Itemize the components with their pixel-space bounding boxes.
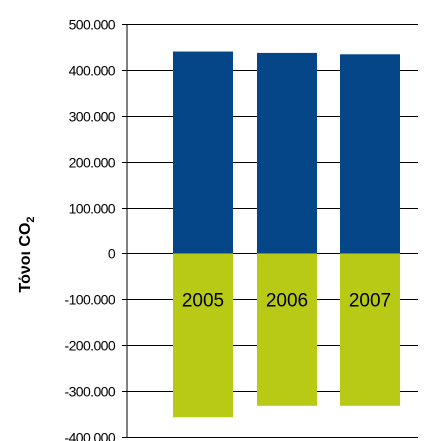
y-tick-label: 400.000 (69, 63, 116, 79)
category-label-2005: 2005 (182, 290, 224, 311)
y-tick-label: 200.000 (69, 155, 116, 171)
bar-negative-2007 (340, 253, 400, 406)
category-label-2006: 2006 (266, 290, 308, 311)
bar-positive-2007 (340, 54, 400, 254)
category-label-2007: 2007 (349, 290, 391, 311)
y-tick-label: -400.000 (65, 430, 116, 441)
y-tick-label: 300.000 (69, 109, 116, 125)
category-labels: 2005 2006 2007 (182, 290, 391, 311)
y-tick-label: 100.000 (69, 201, 116, 217)
y-tick-label: -300.000 (65, 384, 116, 400)
bar-negative-2005 (173, 253, 233, 418)
y-tick-label: -200.000 (65, 338, 116, 354)
y-tick-label: 0 (108, 246, 116, 262)
bars (173, 51, 400, 418)
bar-positive-2005 (173, 51, 233, 254)
bar-negative-2006 (257, 253, 317, 406)
y-tick-label: -100.000 (65, 292, 116, 308)
y-axis-label-main: Τόνοι CO (17, 223, 34, 293)
bar-positive-2006 (257, 52, 317, 254)
y-axis-label-subscript: 2 (25, 216, 37, 222)
y-tick-label: 500.000 (69, 17, 116, 33)
y-axis-label: Τόνοι CO2 (17, 216, 37, 292)
y-tick-labels: 500.000 400.000 300.000 200.000 100.000 0 -100… (65, 17, 117, 441)
